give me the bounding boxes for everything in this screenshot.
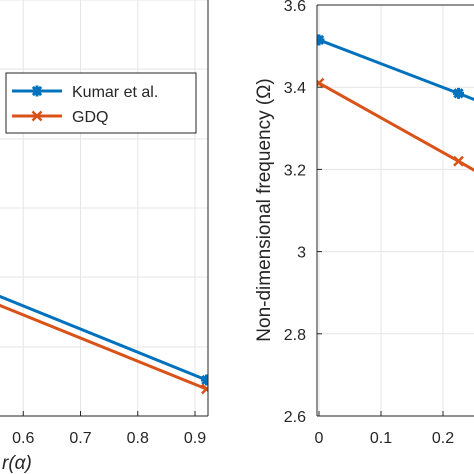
legend-x-icon <box>31 110 43 122</box>
right-y-tick-label: 3.6 <box>284 0 306 15</box>
right-y-tick-label: 2.8 <box>284 327 306 344</box>
right-x-tick-label: 0.2 <box>432 430 454 447</box>
right-y-axis-label: Non-dimensional frequency (Ω) <box>254 78 275 341</box>
right-series-markers <box>317 34 464 167</box>
right-x-tick-label: 0.1 <box>370 430 392 447</box>
legend-label-gdq: GDQ <box>72 109 108 126</box>
left-point-gdq <box>201 383 208 395</box>
legend-marker-kumar-icon <box>31 85 43 97</box>
right-grid <box>317 4 474 417</box>
right-plot-background <box>317 5 474 416</box>
left-x-ticks: 0.6 0.7 0.8 0.9 <box>12 411 206 447</box>
left-series-line-gdq <box>0 303 208 391</box>
left-grid <box>0 0 208 416</box>
left-x-axis-label: r(α) <box>2 453 32 474</box>
right-point-gdq <box>317 77 325 89</box>
left-x-tick-label: 0.7 <box>69 430 91 447</box>
legend-asterisk-icon <box>31 85 43 97</box>
legend-marker-gdq-icon <box>31 110 43 122</box>
left-series-lines <box>0 294 208 391</box>
right-y-ticks: 2.6 2.8 3 3.2 3.4 3.6 <box>284 0 322 426</box>
right-x-ticks: 0 0.1 0.2 <box>315 411 454 447</box>
left-x-tick-label: 0.6 <box>12 430 34 447</box>
right-x-tick-label: 0 <box>315 430 324 447</box>
legend-box <box>5 72 197 134</box>
right-y-tick-label: 3 <box>297 245 306 262</box>
left-x-tick-label: 0.9 <box>184 430 206 447</box>
right-point-gdq <box>453 155 464 167</box>
right-y-tick-label: 2.6 <box>284 409 306 426</box>
right-point-kumar <box>317 34 325 46</box>
left-legend: Kumar et al. GDQ <box>5 72 197 134</box>
right-y-tick-label: 3.2 <box>284 162 306 179</box>
left-series-markers <box>200 374 208 395</box>
left-plot-area: 0.6 0.7 0.8 0.9 r(α) Kumar et al. GDQ <box>0 0 209 474</box>
legend-label-kumar: Kumar et al. <box>72 84 158 101</box>
left-x-tick-label: 0.8 <box>127 430 149 447</box>
right-y-tick-label: 3.4 <box>284 80 306 97</box>
left-series-line-kumar <box>0 294 208 382</box>
right-point-kumar <box>453 87 464 99</box>
left-point-kumar <box>200 374 208 386</box>
right-plot-area: 2.6 2.8 3 3.2 3.4 3.6 0 0.1 0.2 Non-dimensional… <box>254 0 474 447</box>
